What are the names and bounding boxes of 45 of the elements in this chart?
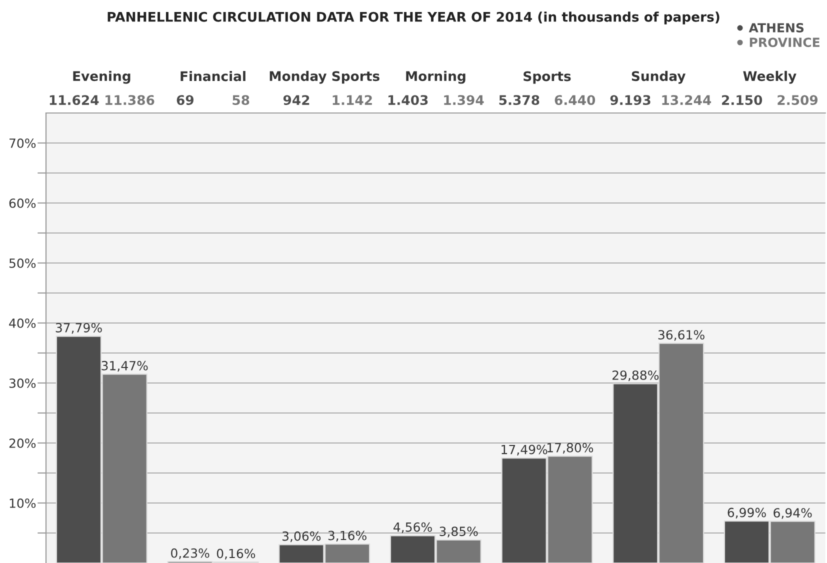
text: 69 [176, 95, 194, 106]
x-tick-label: Morning [406, 70, 466, 84]
y-tick-label: 70% [10, 138, 36, 148]
x-tick-label: Sports [524, 71, 571, 84]
data-label: 6,94% [774, 508, 812, 519]
data-label: 3,16% [328, 530, 366, 542]
text: 2.509 [778, 95, 818, 106]
data-label: 6,99% [728, 508, 766, 519]
x-tick-label: Sunday [632, 70, 686, 84]
x-tick-label: Monday Sports [270, 70, 380, 84]
text: 1.142 [332, 95, 372, 105]
text: 942 [283, 95, 310, 106]
data-label: 37,79% [56, 322, 102, 334]
data-label: 36,61% [658, 330, 704, 341]
chart-title: PANHELLENIC CIRCULATION DATA FOR THE YEAR OF 2014 (in thousands of papers) [108, 12, 720, 24]
text: 6.440 [554, 95, 596, 106]
y-tick-label: 40% [9, 318, 36, 328]
data-label: 17,49% [502, 444, 548, 456]
text: 58 [232, 95, 250, 106]
data-label: 31,47% [102, 360, 148, 372]
data-label: 3,06% [282, 531, 321, 542]
y-tick-label: 60% [9, 198, 36, 208]
text: 5.378 [499, 95, 540, 106]
x-tick-label: Financial [180, 70, 246, 82]
text: 2.150 [722, 95, 762, 106]
data-label: 4,56% [393, 522, 432, 534]
x-tick-label: Evening [73, 70, 130, 84]
text: 11.624 [50, 95, 99, 106]
data-label: 29,88% [612, 370, 659, 382]
legend-label: ATHENS [748, 23, 804, 32]
text: 1.394 [444, 95, 484, 106]
data-label: 0,23% [171, 548, 210, 560]
data-label: 17,80% [547, 442, 594, 454]
y-tick-label: 20% [9, 438, 36, 448]
text: 1.403 [388, 95, 428, 106]
data-label: 3,85% [440, 526, 478, 538]
text: 9.193 [610, 95, 650, 106]
legend-label: PROVINCE [750, 38, 820, 48]
y-tick-label: 30% [9, 378, 36, 388]
text: 13.244 [662, 95, 712, 106]
y-tick-label: 50% [9, 258, 36, 268]
data-label: 0,16% [216, 548, 256, 560]
x-tick-label: Weekly [743, 70, 796, 84]
y-tick-label: 10% [10, 498, 36, 508]
text: 11.386 [106, 95, 154, 106]
